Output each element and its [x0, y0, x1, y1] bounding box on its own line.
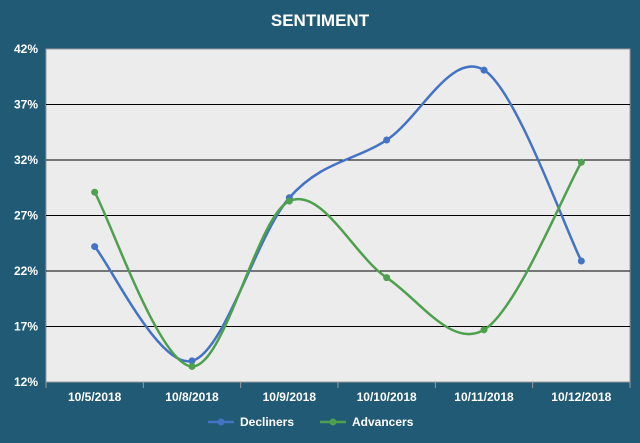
- legend: Decliners Advancers: [208, 415, 414, 429]
- legend-marker-decliners: [217, 418, 225, 426]
- legend-item-advancers: Advancers: [320, 415, 414, 429]
- decliners-point: [480, 66, 488, 74]
- y-axis-ticks: 12% 17% 22% 27% 32% 37% 42%: [14, 42, 38, 389]
- advancers-point: [285, 197, 293, 205]
- x-tick-label: 10/12/2018: [551, 390, 611, 404]
- advancers-point: [577, 158, 585, 166]
- legend-label-decliners: Decliners: [240, 415, 294, 429]
- x-tick-label: 10/8/2018: [165, 390, 219, 404]
- y-tick-label: 42%: [14, 42, 38, 56]
- advancers-point: [383, 274, 391, 282]
- y-tick-label: 32%: [14, 153, 38, 167]
- advancers-line: [93, 161, 583, 368]
- legend-marker-advancers: [329, 418, 337, 426]
- decliners-point: [188, 357, 196, 365]
- decliners-point: [383, 136, 391, 144]
- x-tick-label: 10/11/2018: [454, 390, 514, 404]
- y-tick-label: 37%: [14, 98, 38, 112]
- legend-item-decliners: Decliners: [208, 415, 294, 429]
- series-layer: [91, 65, 585, 370]
- x-axis-ticks: 10/5/2018 10/8/2018 10/9/2018 10/10/2018 10/…: [45, 382, 631, 404]
- decliners-point: [91, 243, 99, 251]
- grid-lines: [46, 104, 630, 327]
- legend-label-advancers: Advancers: [352, 415, 414, 429]
- y-tick-label: 27%: [14, 209, 38, 223]
- y-tick-label: 12%: [14, 375, 38, 389]
- advancers-point: [480, 326, 488, 334]
- x-tick-label: 10/9/2018: [263, 390, 317, 404]
- chart-title: SENTIMENT: [271, 11, 370, 30]
- x-tick-label: 10/10/2018: [357, 390, 417, 404]
- y-tick-label: 17%: [14, 320, 38, 334]
- decliners-point: [577, 257, 585, 265]
- y-tick-label: 22%: [14, 264, 38, 278]
- advancers-point: [188, 362, 196, 370]
- advancers-point: [91, 188, 99, 196]
- x-tick-label: 10/5/2018: [68, 390, 122, 404]
